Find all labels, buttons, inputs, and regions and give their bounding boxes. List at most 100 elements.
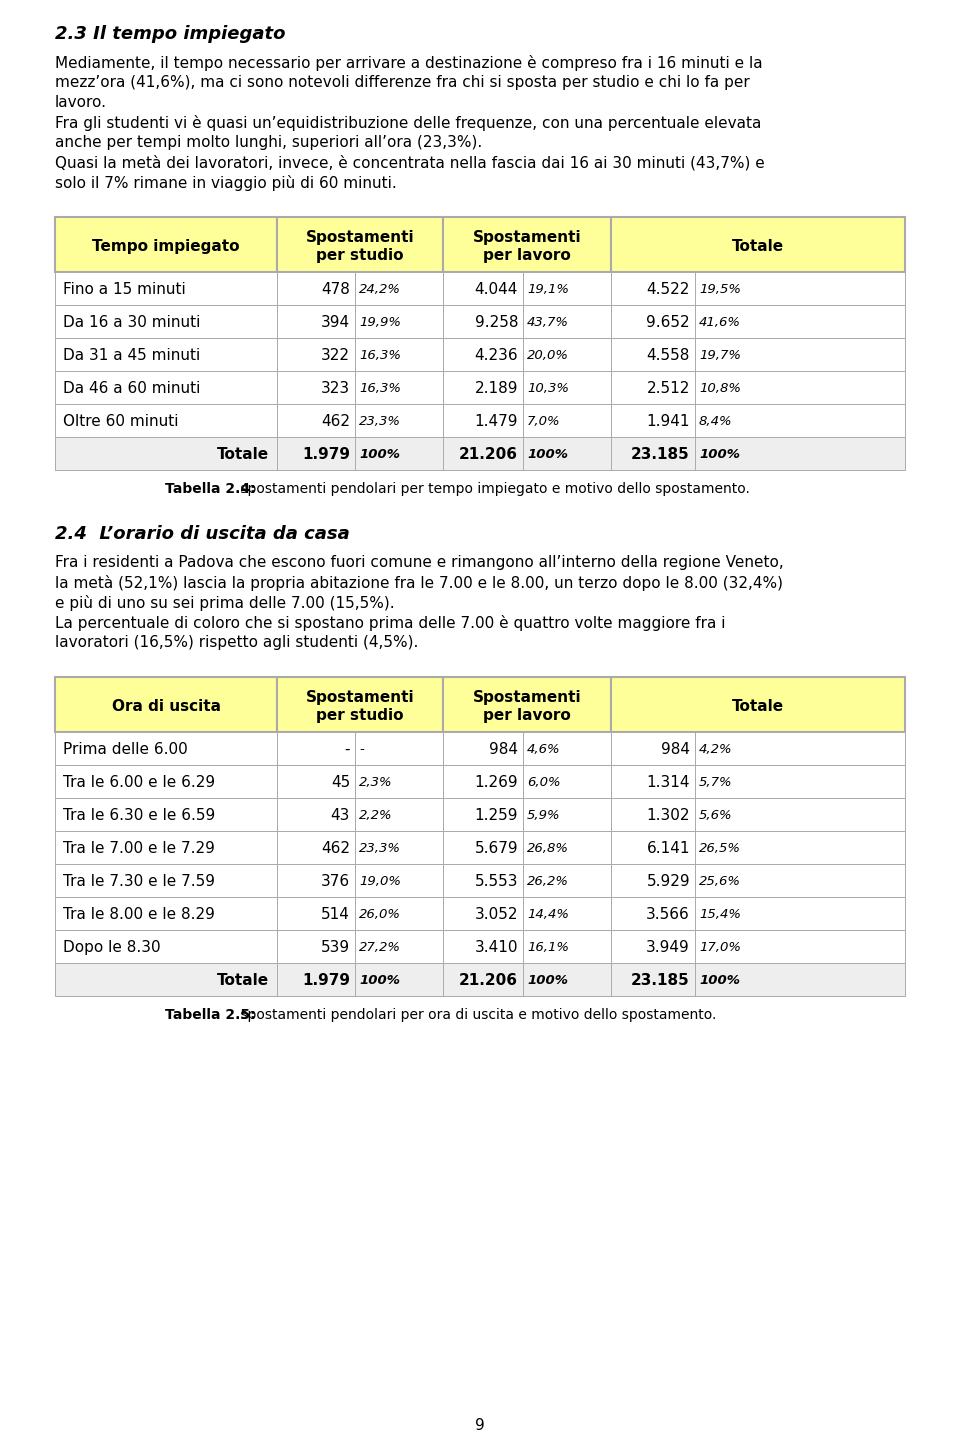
Bar bbox=[355, 305, 443, 338]
Bar bbox=[695, 405, 905, 436]
Bar bbox=[277, 864, 355, 897]
Bar bbox=[611, 305, 695, 338]
Text: spostamenti pendolari per ora di uscita e motivo dello spostamento.: spostamenti pendolari per ora di uscita … bbox=[236, 1008, 717, 1022]
Text: Spostamenti
per lavoro: Spostamenti per lavoro bbox=[472, 690, 582, 723]
Bar bbox=[523, 372, 611, 405]
Bar bbox=[55, 930, 277, 963]
Text: 5,7%: 5,7% bbox=[699, 776, 732, 789]
Bar bbox=[355, 338, 443, 372]
Text: 1.979: 1.979 bbox=[302, 973, 350, 988]
Text: 462: 462 bbox=[321, 415, 350, 429]
Bar bbox=[611, 864, 695, 897]
Text: 984: 984 bbox=[489, 742, 518, 757]
Text: 2.512: 2.512 bbox=[647, 382, 690, 396]
Text: Tempo impiegato: Tempo impiegato bbox=[92, 239, 240, 253]
Bar bbox=[695, 765, 905, 798]
Bar bbox=[611, 405, 695, 436]
Text: 539: 539 bbox=[321, 940, 350, 955]
Text: 5.553: 5.553 bbox=[474, 874, 518, 888]
Text: -: - bbox=[359, 743, 364, 756]
Bar bbox=[55, 372, 277, 405]
Bar bbox=[443, 305, 523, 338]
Text: la metà (52,1%) lascia la propria abitazione fra le 7.00 e le 8.00, un terzo dop: la metà (52,1%) lascia la propria abitaz… bbox=[55, 575, 783, 590]
Bar bbox=[611, 217, 905, 272]
Text: Totale: Totale bbox=[732, 698, 784, 714]
Bar bbox=[695, 272, 905, 305]
Text: 4.558: 4.558 bbox=[647, 348, 690, 363]
Bar bbox=[55, 338, 277, 372]
Text: 1.979: 1.979 bbox=[302, 446, 350, 462]
Text: 25,6%: 25,6% bbox=[699, 876, 741, 888]
Bar bbox=[523, 864, 611, 897]
Text: 26,0%: 26,0% bbox=[359, 909, 401, 922]
Text: lavoratori (16,5%) rispetto agli studenti (4,5%).: lavoratori (16,5%) rispetto agli student… bbox=[55, 635, 419, 649]
Text: 478: 478 bbox=[322, 282, 350, 297]
Bar bbox=[443, 864, 523, 897]
Text: 1.941: 1.941 bbox=[646, 415, 690, 429]
Bar bbox=[611, 930, 695, 963]
Text: 41,6%: 41,6% bbox=[699, 315, 741, 328]
Text: 8,4%: 8,4% bbox=[699, 415, 732, 428]
Text: 100%: 100% bbox=[527, 448, 568, 461]
Bar bbox=[443, 798, 523, 831]
Text: 6,0%: 6,0% bbox=[527, 776, 561, 789]
Text: Fra i residenti a Padova che escono fuori comune e rimangono all’interno della r: Fra i residenti a Padova che escono fuor… bbox=[55, 554, 783, 570]
Bar bbox=[277, 305, 355, 338]
Text: 19,1%: 19,1% bbox=[527, 284, 569, 297]
Text: lavoro.: lavoro. bbox=[55, 95, 107, 109]
Bar bbox=[611, 732, 695, 765]
Bar bbox=[611, 765, 695, 798]
Text: 2,3%: 2,3% bbox=[359, 776, 393, 789]
Text: 2,2%: 2,2% bbox=[359, 809, 393, 822]
Text: 17,0%: 17,0% bbox=[699, 940, 741, 953]
Text: 9.652: 9.652 bbox=[646, 315, 690, 330]
Bar bbox=[611, 897, 695, 930]
Text: 1.259: 1.259 bbox=[474, 808, 518, 824]
Bar bbox=[355, 930, 443, 963]
Text: 16,3%: 16,3% bbox=[359, 382, 401, 395]
Bar bbox=[611, 272, 695, 305]
Text: 100%: 100% bbox=[699, 448, 740, 461]
Text: La percentuale di coloro che si spostano prima delle 7.00 è quattro volte maggio: La percentuale di coloro che si spostano… bbox=[55, 615, 726, 631]
Text: 462: 462 bbox=[321, 841, 350, 855]
Bar bbox=[443, 405, 523, 436]
Bar bbox=[523, 405, 611, 436]
Bar bbox=[55, 405, 277, 436]
Text: 21.206: 21.206 bbox=[459, 446, 518, 462]
Bar bbox=[443, 930, 523, 963]
Bar bbox=[355, 798, 443, 831]
Text: Da 16 a 30 minuti: Da 16 a 30 minuti bbox=[63, 315, 201, 330]
Text: 100%: 100% bbox=[359, 448, 400, 461]
Text: 100%: 100% bbox=[527, 973, 568, 986]
Text: 5,9%: 5,9% bbox=[527, 809, 561, 822]
Text: 4.236: 4.236 bbox=[474, 348, 518, 363]
Bar bbox=[55, 677, 277, 732]
Text: Oltre 60 minuti: Oltre 60 minuti bbox=[63, 415, 179, 429]
Text: mezz’ora (41,6%), ma ci sono notevoli differenze fra chi si sposta per studio e : mezz’ora (41,6%), ma ci sono notevoli di… bbox=[55, 75, 750, 89]
Text: 16,3%: 16,3% bbox=[359, 348, 401, 361]
Text: 5,6%: 5,6% bbox=[699, 809, 732, 822]
Text: 20,0%: 20,0% bbox=[527, 348, 569, 361]
Bar bbox=[277, 831, 355, 864]
Bar bbox=[277, 217, 443, 272]
Bar bbox=[611, 831, 695, 864]
Bar bbox=[355, 897, 443, 930]
Text: Fra gli studenti vi è quasi un’equidistribuzione delle frequenze, con una percen: Fra gli studenti vi è quasi un’equidistr… bbox=[55, 115, 761, 131]
Text: 323: 323 bbox=[321, 382, 350, 396]
Text: 2.4  L’orario di uscita da casa: 2.4 L’orario di uscita da casa bbox=[55, 526, 349, 543]
Text: 2.3 Il tempo impiegato: 2.3 Il tempo impiegato bbox=[55, 24, 285, 43]
Text: 16,1%: 16,1% bbox=[527, 940, 569, 953]
Bar bbox=[611, 677, 905, 732]
Text: anche per tempi molto lunghi, superiori all’ora (23,3%).: anche per tempi molto lunghi, superiori … bbox=[55, 135, 482, 150]
Bar bbox=[443, 831, 523, 864]
Text: Da 31 a 45 minuti: Da 31 a 45 minuti bbox=[63, 348, 201, 363]
Bar bbox=[355, 831, 443, 864]
Text: 26,2%: 26,2% bbox=[527, 876, 569, 888]
Text: Ora di uscita: Ora di uscita bbox=[111, 698, 221, 714]
Text: 322: 322 bbox=[321, 348, 350, 363]
Text: Spostamenti
per lavoro: Spostamenti per lavoro bbox=[472, 230, 582, 262]
Text: 100%: 100% bbox=[699, 973, 740, 986]
Bar bbox=[55, 864, 277, 897]
Bar bbox=[523, 897, 611, 930]
Text: Dopo le 8.30: Dopo le 8.30 bbox=[63, 940, 160, 955]
